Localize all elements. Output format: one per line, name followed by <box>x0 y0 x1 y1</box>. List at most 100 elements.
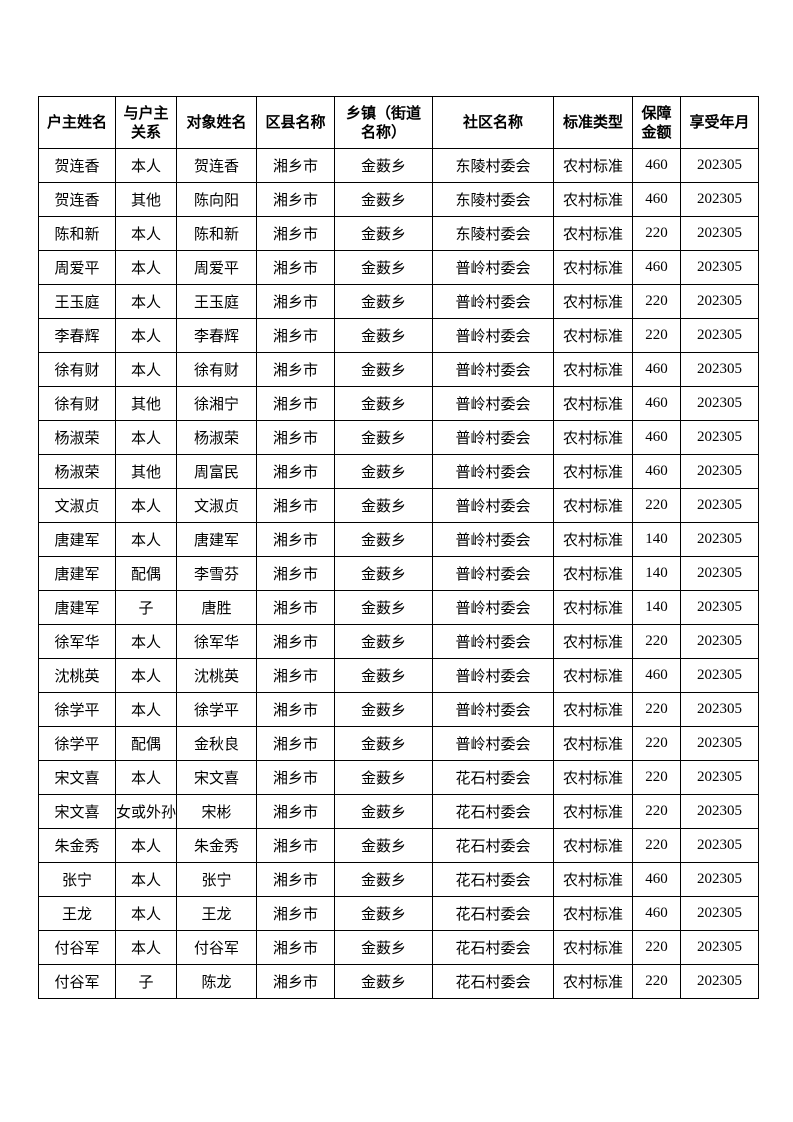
table-cell: 220 <box>632 828 681 863</box>
cell-text: 140 <box>645 531 668 547</box>
table-cell: 普岭村委会 <box>432 590 554 625</box>
cell-text: 宋文喜 <box>54 805 100 821</box>
header-cell: 保障金额 <box>632 96 681 149</box>
table-cell: 农村标准 <box>553 692 633 727</box>
cell-text: 湘乡市 <box>272 159 318 175</box>
header-text: 保障金额 <box>641 103 672 141</box>
cell-text: 220 <box>645 735 668 751</box>
table-cell: 农村标准 <box>553 250 633 285</box>
cell-text: 202305 <box>697 735 742 751</box>
table-cell: 农村标准 <box>553 454 633 489</box>
table-cell: 湘乡市 <box>256 386 335 421</box>
table-cell: 子 <box>115 590 177 625</box>
table-cell: 张宁 <box>38 862 116 897</box>
table-cell: 湘乡市 <box>256 318 335 353</box>
cell-text: 202305 <box>697 905 742 921</box>
cell-text: 农村标准 <box>562 601 623 617</box>
cell-text: 湘乡市 <box>272 533 318 549</box>
table-cell: 徐湘宁 <box>176 386 257 421</box>
cell-text: 460 <box>645 871 668 887</box>
table-cell: 460 <box>632 862 681 897</box>
cell-text: 朱金秀 <box>54 839 100 855</box>
table-cell: 花石村委会 <box>432 760 554 795</box>
cell-text: 普岭村委会 <box>455 295 531 311</box>
table-cell: 农村标准 <box>553 216 633 251</box>
table-cell: 农村标准 <box>553 318 633 353</box>
table-cell: 周爱平 <box>38 250 116 285</box>
table-cell: 普岭村委会 <box>432 250 554 285</box>
cell-text: 金薮乡 <box>360 907 406 923</box>
cell-text: 202305 <box>697 803 742 819</box>
table-cell: 农村标准 <box>553 284 633 319</box>
cell-text: 杨淑荣 <box>54 465 100 481</box>
table-cell: 普岭村委会 <box>432 318 554 353</box>
cell-text: 202305 <box>697 497 742 513</box>
table-cell: 湘乡市 <box>256 454 335 489</box>
cell-text: 220 <box>645 803 668 819</box>
table-cell: 湘乡市 <box>256 624 335 659</box>
cell-text: 陈龙 <box>201 975 232 991</box>
table-cell: 本人 <box>115 250 177 285</box>
cell-text: 杨淑荣 <box>193 431 239 447</box>
cell-text: 唐建军 <box>54 601 100 617</box>
table-cell: 花石村委会 <box>432 828 554 863</box>
table-cell: 湘乡市 <box>256 216 335 251</box>
table-cell: 本人 <box>115 862 177 897</box>
cell-text: 202305 <box>697 667 742 683</box>
table-cell: 140 <box>632 556 681 591</box>
table-cell: 湘乡市 <box>256 760 335 795</box>
cell-text: 202305 <box>697 939 742 955</box>
table-cell: 唐建军 <box>176 522 257 557</box>
table-cell: 460 <box>632 182 681 217</box>
table-cell: 本人 <box>115 148 177 183</box>
table-cell: 202305 <box>680 318 759 353</box>
cell-text: 普岭村委会 <box>455 261 531 277</box>
table-cell: 杨淑荣 <box>38 454 116 489</box>
table-cell: 140 <box>632 590 681 625</box>
cell-text: 202305 <box>697 157 742 173</box>
cell-text: 金薮乡 <box>360 397 406 413</box>
table-cell: 湘乡市 <box>256 148 335 183</box>
cell-text: 徐有财 <box>54 397 100 413</box>
cell-text: 本人 <box>130 703 161 719</box>
cell-text: 农村标准 <box>562 771 623 787</box>
table-cell: 贺连香 <box>176 148 257 183</box>
cell-text: 李雪芬 <box>193 567 239 583</box>
table-cell: 普岭村委会 <box>432 488 554 523</box>
cell-text: 金薮乡 <box>360 737 406 753</box>
header-cell: 区县名称 <box>256 96 335 149</box>
cell-text: 金薮乡 <box>360 533 406 549</box>
table-cell: 付谷军 <box>38 964 116 999</box>
table-cell: 子 <box>115 964 177 999</box>
cell-text: 金薮乡 <box>360 159 406 175</box>
table-cell: 金薮乡 <box>334 794 433 829</box>
table-cell: 农村标准 <box>553 522 633 557</box>
table-cell: 文淑贞 <box>38 488 116 523</box>
table-cell: 农村标准 <box>553 964 633 999</box>
header-row: 户主姓名 与户主关系 对象姓名 区县名称 乡镇（街道名称） 社区名称 标准类型 保障金额 享受年… <box>38 96 759 149</box>
cell-text: 202305 <box>697 259 742 275</box>
table-cell: 202305 <box>680 148 759 183</box>
header-text: 标准类型 <box>562 113 623 131</box>
table-cell: 202305 <box>680 930 759 965</box>
table-row: 朱金秀 本人 朱金秀 湘乡市 金薮乡 花石村委会 农村标准 220 202305 <box>38 828 759 863</box>
table-cell: 本人 <box>115 624 177 659</box>
table-row: 唐建军 子 唐胜 湘乡市 金薮乡 普岭村委会 农村标准 140 202305 <box>38 590 759 625</box>
cell-text: 202305 <box>697 191 742 207</box>
table-cell: 农村标准 <box>553 488 633 523</box>
table-cell: 东陵村委会 <box>432 216 554 251</box>
cell-text: 徐军华 <box>193 635 239 651</box>
table-row: 徐有财 其他 徐湘宁 湘乡市 金薮乡 普岭村委会 农村标准 460 202305 <box>38 386 759 421</box>
cell-text: 花石村委会 <box>455 941 531 957</box>
header-text: 与户主关系 <box>123 103 169 141</box>
table-cell: 202305 <box>680 352 759 387</box>
cell-text: 本人 <box>130 227 161 243</box>
cell-text: 付谷军 <box>54 941 100 957</box>
table-cell: 花石村委会 <box>432 862 554 897</box>
table-cell: 460 <box>632 386 681 421</box>
cell-text: 金薮乡 <box>360 805 406 821</box>
table-cell: 本人 <box>115 318 177 353</box>
table-cell: 徐有财 <box>38 352 116 387</box>
cell-text: 湘乡市 <box>272 907 318 923</box>
cell-text: 202305 <box>697 837 742 853</box>
